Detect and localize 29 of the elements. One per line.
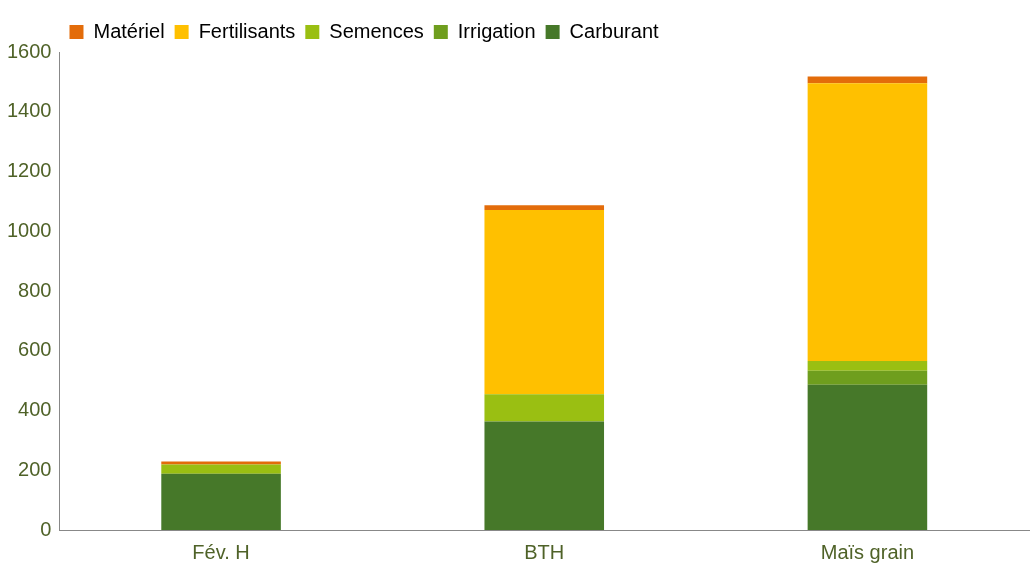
legend-label: Fertilisants [198,19,296,42]
y-tick-label: 0 [40,517,52,540]
bar [161,464,281,474]
y-tick-label: 600 [18,338,52,361]
bar [807,83,928,361]
x-tick-label: Fév. H [192,540,250,563]
bar [807,360,928,371]
x-tick-label: Maïs grain [820,540,915,563]
legend-label: Irrigation [457,19,536,42]
y-tick-label: 1200 [6,159,52,182]
y-tick-label: 1400 [6,99,52,122]
y-tick-label: 400 [18,398,52,421]
y-tick-label: 1600 [6,39,52,62]
y-tick-label: 800 [18,278,52,301]
bar [161,461,281,465]
x-tick-label: BTH [524,540,565,563]
legend-label: Matériel [93,19,165,42]
bar [807,370,928,385]
y-tick-label: 1000 [6,218,52,241]
bar [484,394,605,422]
legend-label: Semences [329,19,424,42]
bar [807,76,928,84]
legend-label: Carburant [569,19,659,42]
y-tick-label: 200 [18,457,52,480]
bar [484,205,605,211]
bar [484,210,605,395]
bar [484,421,605,530]
bar [807,384,928,530]
bar [161,473,281,530]
